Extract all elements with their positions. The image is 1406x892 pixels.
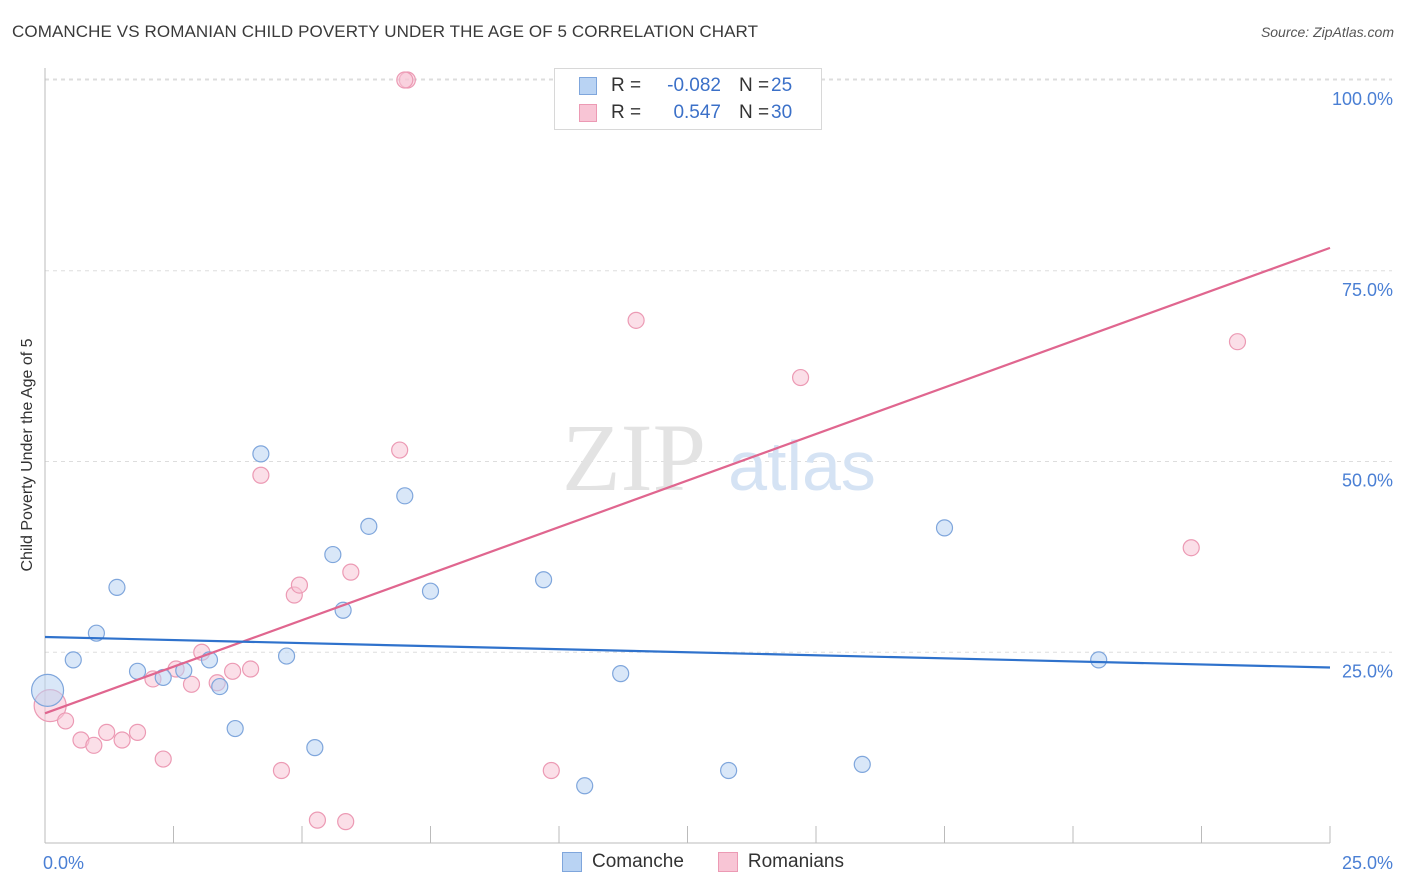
romanian-point-15 <box>252 466 270 484</box>
comanche-point-3 <box>108 578 126 596</box>
romanian-point-22 <box>391 441 409 459</box>
n-label: N = <box>739 75 770 96</box>
trend-lines <box>44 246 1331 715</box>
comanche-trend-line <box>44 635 1331 669</box>
y-tick-label-3: 100.0% <box>1332 89 1393 109</box>
comanche-point-20 <box>612 665 630 683</box>
legend-row-comanche: R = -0.082 N = 25 <box>579 74 792 98</box>
romanian-legend-swatch <box>717 852 738 872</box>
romanian-point-28 <box>1228 333 1247 351</box>
romanian-point-29 <box>396 71 414 89</box>
comanche-point-12 <box>306 739 324 757</box>
romanian-point-18 <box>290 576 309 594</box>
r-label: R = <box>611 75 642 96</box>
romanian-point-4 <box>98 723 116 741</box>
romanian-point-16 <box>272 761 291 780</box>
comanche-legend-swatch <box>562 852 582 872</box>
romanian-point-21 <box>342 563 360 581</box>
legend-label-romanians: Romanians <box>747 851 844 872</box>
romanian-point-19 <box>308 811 327 829</box>
comanche-point-9 <box>226 719 244 738</box>
watermark: ZIP atlas <box>562 404 876 511</box>
n-value-comanche: 25 <box>771 75 793 96</box>
romanian-point-25 <box>627 311 645 329</box>
comanche-point-0 <box>30 673 65 708</box>
legend-label-comanche: Comanche <box>592 851 684 872</box>
comanche-point-11 <box>277 647 296 665</box>
y-tick-label-1: 50.0% <box>1342 471 1393 491</box>
legend-item-comanche[interactable]: Comanche <box>562 851 684 873</box>
comanche-point-21 <box>720 761 738 780</box>
romanian-swatch <box>579 104 597 122</box>
comanche-point-16 <box>396 487 414 505</box>
romanian-point-20 <box>337 813 355 831</box>
y-tick-label-2: 75.0% <box>1342 280 1393 300</box>
series-legend: Comanche Romanians <box>0 851 1406 873</box>
comanche-swatch <box>579 77 597 95</box>
romanian-trend-line <box>44 246 1331 715</box>
comanche-point-10 <box>252 445 270 463</box>
source-note: Source: ZipAtlas.com <box>1260 24 1394 40</box>
tick-labels: 25.0% 50.0% 75.0% 100.0% 0.0% 25.0% <box>43 89 1393 873</box>
romanian-point-3 <box>85 736 103 754</box>
x-tick-label-1: 25.0% <box>1342 853 1393 873</box>
romanian-point-10 <box>182 675 201 693</box>
chart-title: COMANCHE VS ROMANIAN CHILD POVERTY UNDER… <box>12 22 759 41</box>
comanche-point-24 <box>1090 651 1108 669</box>
legend-item-romanians[interactable]: Romanians <box>717 851 844 873</box>
comanche-point-8 <box>211 677 229 696</box>
romanian-point-24 <box>542 761 560 780</box>
x-tick-label-0: 0.0% <box>43 853 84 873</box>
legend-row-romanian: R = 0.547 N = 30 <box>579 101 792 125</box>
comanche-point-17 <box>421 582 440 600</box>
romanian-point-27 <box>1182 539 1200 557</box>
romanian-point-26 <box>791 368 810 387</box>
romanian-point-6 <box>128 723 147 741</box>
n-value-romanian: 30 <box>771 102 793 123</box>
comanche-point-13 <box>324 545 342 564</box>
gridlines <box>45 78 1392 653</box>
romanian-point-1 <box>56 712 75 730</box>
y-tick-label-0: 25.0% <box>1342 661 1393 681</box>
romanian-point-8 <box>154 750 172 768</box>
romanian-point-5 <box>113 731 131 749</box>
comanche-point-19 <box>576 777 594 795</box>
comanche-point-23 <box>935 519 954 537</box>
romanian-point-13 <box>224 662 242 680</box>
comanche-point-1 <box>64 651 82 669</box>
comanche-point-15 <box>360 517 378 535</box>
n-label: N = <box>739 102 770 123</box>
romanian-point-14 <box>242 660 260 678</box>
comanche-points <box>30 445 1108 795</box>
r-value-comanche: -0.082 <box>667 75 721 96</box>
r-label: R = <box>611 102 642 123</box>
stats-legend: R = -0.082 N = 25 R = 0.547 N = 30 <box>554 68 822 130</box>
watermark-zip: ZIP <box>562 404 706 511</box>
comanche-point-22 <box>853 755 871 774</box>
comanche-point-18 <box>534 571 553 589</box>
r-value-romanian: 0.547 <box>673 102 721 123</box>
